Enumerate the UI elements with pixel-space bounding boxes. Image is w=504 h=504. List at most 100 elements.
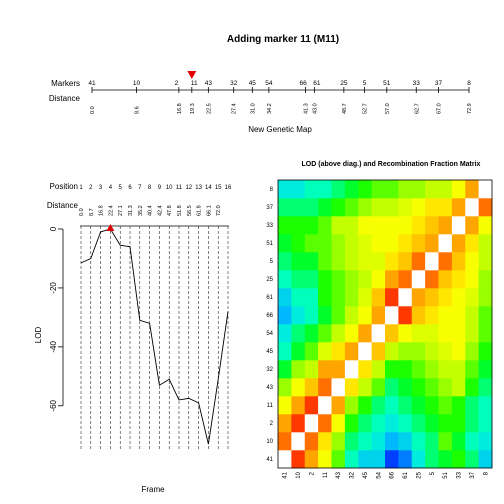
heatmap-row-label: 33 [266, 223, 273, 229]
heatmap-cell [465, 216, 479, 235]
heatmap-cell [438, 360, 453, 379]
heatmap-cell [344, 270, 359, 289]
heatmap-row-label: 5 [270, 259, 274, 265]
map-marker-label: 61 [313, 80, 321, 87]
heatmap-row-label: 37 [266, 205, 273, 211]
position-row-label: Position [50, 182, 78, 191]
lod-xlabel: Frame [141, 485, 165, 494]
heatmap-cell [358, 270, 372, 289]
heatmap-cell [291, 198, 306, 217]
heatmap-cell [478, 270, 493, 289]
heatmap-cell [358, 414, 372, 433]
heatmap-cell [291, 450, 306, 469]
heatmap-cell [371, 198, 386, 217]
heatmap-cell [465, 324, 479, 343]
heatmap-cell [451, 432, 466, 451]
heatmap-cell [451, 252, 466, 271]
heatmap-col-label: 2 [309, 471, 315, 475]
heatmap-cell [331, 252, 346, 271]
heatmap-cell [291, 270, 306, 289]
heatmap-frame [277, 179, 493, 469]
heatmap-cell [478, 378, 493, 397]
map-marker-label: 2 [175, 80, 179, 87]
heatmap-cell [371, 342, 386, 361]
heatmap-cell [465, 306, 479, 325]
heatmap-cell [304, 378, 319, 397]
heatmap-cell [371, 216, 386, 235]
heatmap-row-label: 45 [266, 349, 273, 355]
heatmap-cell [425, 198, 439, 217]
heatmap-cell [438, 252, 453, 271]
position-label: 7 [138, 185, 142, 191]
heatmap-cell [304, 198, 319, 217]
heatmap-cell [371, 450, 386, 469]
lod-y-tick-label: 0 [49, 226, 58, 231]
heatmap-cell [465, 432, 479, 451]
heatmap-cell [451, 180, 466, 199]
heatmap-cell [291, 360, 306, 379]
heatmap-cell [344, 324, 359, 343]
heatmap-cell [304, 306, 319, 325]
position-label: 11 [176, 185, 183, 191]
heatmap-cell [304, 414, 319, 433]
heatmap-cell [278, 252, 292, 271]
heatmap-cell [344, 342, 359, 361]
position-distance-label: 16.8 [99, 205, 105, 216]
heatmap-cell [425, 378, 439, 397]
heatmap-cell [411, 306, 426, 325]
position-label: 15 [215, 185, 222, 191]
heatmap-cell [291, 234, 306, 253]
heatmap-cell [385, 324, 399, 343]
heatmap-cell [411, 432, 426, 451]
heatmap-cell [344, 414, 359, 433]
heatmap-col-label: 51 [443, 471, 449, 478]
map-marker-label: 54 [265, 80, 273, 87]
heatmap-cell [344, 198, 359, 217]
position-label: 5 [119, 185, 123, 191]
heatmap-cell [278, 450, 292, 469]
position-label: 14 [205, 185, 212, 191]
heatmap-cell [331, 378, 346, 397]
map-title: Adding marker 11 (M11) [227, 34, 339, 45]
lod-grid: 1 0.0 2 8.7 3 16.8 4 22.4 5 27.1 6 31.3 7 35.2 8 40.4 9 4… [79, 185, 232, 450]
heatmap-cell [438, 180, 453, 199]
heatmap-cell [331, 324, 346, 343]
heatmap-cell [411, 270, 426, 289]
map-distance-label: 62.7 [414, 103, 420, 114]
heatmap-cell [304, 288, 319, 307]
lod-ylabel: LOD [34, 327, 43, 344]
heatmap-cell [304, 270, 319, 289]
heatmap-col-label: 25 [416, 471, 422, 478]
heatmap-cell [344, 378, 359, 397]
heatmap-cell [425, 450, 439, 469]
heatmap-cell [478, 252, 493, 271]
position-label: 10 [166, 185, 173, 191]
lod-y-tick-label: -20 [49, 282, 58, 294]
heatmap-cell [291, 180, 306, 199]
heatmap-cell [344, 432, 359, 451]
heatmap-cell [318, 378, 332, 397]
heatmap-cell [358, 396, 372, 415]
heatmap-row-label: 51 [266, 241, 273, 247]
heatmap-cell [438, 234, 453, 253]
heatmap-cell [438, 288, 453, 307]
heatmap-cell [371, 378, 386, 397]
heatmap-cell [478, 360, 493, 379]
map-distance-label: 8.6 [134, 106, 140, 114]
heatmap-cell [371, 252, 386, 271]
heatmap-cell [358, 288, 372, 307]
heatmap-cell [451, 378, 466, 397]
heatmap-row-label: 11 [267, 403, 274, 409]
heatmap-cell [425, 234, 439, 253]
heatmap-cell [398, 360, 413, 379]
heatmap-cell [371, 360, 386, 379]
heatmap-cell [438, 342, 453, 361]
position-distance-label: 35.2 [138, 205, 144, 216]
heatmap-cell [411, 198, 426, 217]
heatmap-cell [318, 396, 332, 415]
heatmap-col-label: 43 [336, 471, 342, 478]
heatmap-cell [358, 180, 372, 199]
heatmap-cell [465, 378, 479, 397]
heatmap-cell [451, 324, 466, 343]
heatmap-cell [478, 414, 493, 433]
